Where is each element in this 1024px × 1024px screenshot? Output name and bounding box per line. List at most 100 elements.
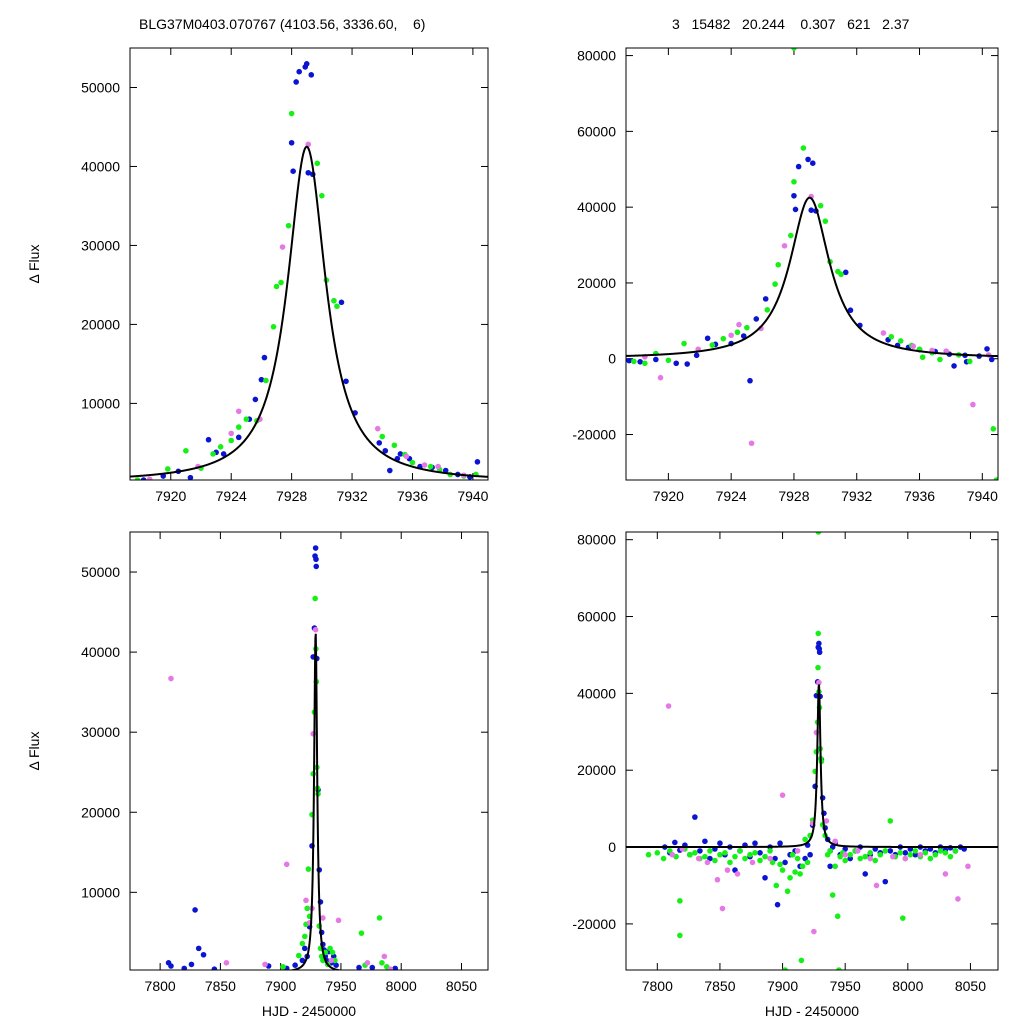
blue-data-point	[308, 72, 315, 78]
green-data-point	[797, 871, 803, 877]
x-tick-label: 7932	[336, 488, 367, 504]
blue-data-point	[795, 163, 802, 170]
green-data-point	[798, 957, 805, 964]
green-data-point	[799, 863, 806, 870]
blue-data-point	[235, 434, 242, 441]
magenta-data-point	[970, 401, 976, 408]
blue-data-point	[192, 907, 198, 913]
blue-data-point	[305, 169, 312, 176]
blue-data-point	[805, 156, 811, 163]
magenta-data-point	[880, 330, 887, 336]
blue-data-point	[303, 60, 310, 67]
magenta-data-point	[168, 675, 174, 682]
x-tick-label: 7900	[265, 978, 296, 994]
green-data-point	[857, 855, 864, 862]
green-data-point	[993, 477, 998, 480]
blue-data-point	[392, 965, 398, 970]
magenta-data-point	[965, 863, 971, 870]
blue-data-point	[862, 871, 869, 877]
green-data-point	[278, 279, 284, 286]
blue-data-point	[807, 851, 813, 858]
magenta-data-point	[303, 897, 309, 904]
green-data-point	[817, 202, 824, 209]
green-data-point	[273, 283, 280, 290]
green-data-point	[836, 967, 842, 970]
blue-data-point	[140, 477, 147, 480]
green-data-point	[358, 930, 365, 936]
green-data-point	[792, 869, 798, 875]
green-data-point	[762, 853, 768, 860]
green-data-point	[966, 358, 973, 365]
x-tick-label: 7920	[653, 488, 684, 504]
magenta-data-point	[146, 476, 153, 480]
blue-data-point	[951, 363, 957, 369]
x-tick-label: 7928	[276, 488, 307, 504]
model-curve	[626, 196, 998, 358]
green-data-point	[331, 297, 337, 304]
magenta-data-point	[279, 244, 286, 250]
green-data-point	[747, 851, 753, 858]
y-axis-label: Δ Flux	[26, 245, 42, 284]
data-points	[134, 60, 481, 480]
magenta-data-point	[381, 953, 388, 960]
blue-data-point	[343, 378, 349, 385]
green-data-point	[312, 595, 318, 602]
magenta-data-point	[917, 851, 924, 858]
green-data-point	[838, 271, 844, 278]
magenta-data-point	[867, 855, 874, 862]
green-data-point	[937, 356, 943, 363]
magenta-data-point	[748, 440, 755, 447]
x-tick-label: 7940	[967, 488, 998, 504]
header-fit-parameters: 3 15482 20.244 0.307 621 2.37	[672, 16, 910, 32]
green-data-point	[872, 857, 879, 864]
green-data-point	[888, 333, 895, 340]
blue-data-point	[792, 206, 799, 213]
magenta-data-point	[767, 855, 773, 862]
blue-data-point	[777, 840, 783, 847]
green-data-point	[677, 932, 683, 939]
x-tick-label: 7850	[704, 978, 735, 994]
blue-data-point	[387, 467, 393, 474]
x-tick-label: 7936	[904, 488, 935, 504]
blue-data-point	[333, 962, 339, 968]
green-data-point	[827, 848, 833, 854]
blue-data-point	[984, 346, 990, 352]
y-axis-label: Δ Flux	[26, 732, 42, 771]
green-data-point	[882, 848, 889, 854]
x-tick-label: 7800	[145, 978, 176, 994]
blue-data-point	[293, 79, 299, 85]
magenta-data-point	[665, 703, 672, 709]
magenta-data-point	[387, 966, 394, 970]
blue-data-point	[684, 361, 691, 367]
green-data-point	[942, 850, 949, 856]
magenta-data-point	[873, 882, 880, 889]
green-data-point	[707, 848, 713, 854]
y-tick-label: 30000	[81, 237, 120, 253]
green-data-point	[243, 416, 250, 422]
green-data-point	[295, 952, 302, 959]
green-data-point	[270, 323, 277, 330]
magenta-data-point	[695, 855, 702, 862]
blue-data-point	[376, 440, 383, 446]
blue-data-point	[887, 848, 894, 854]
magenta-data-point	[728, 332, 734, 339]
x-tick-label: 7928	[778, 488, 809, 504]
blue-data-point	[791, 192, 797, 199]
green-data-point	[897, 850, 904, 856]
green-data-point	[210, 451, 216, 457]
magenta-data-point	[832, 838, 838, 845]
blue-data-point	[626, 357, 632, 364]
green-data-point	[867, 850, 874, 856]
header-object-id: BLG37M0403.070767 (4103.56, 3336.60, 6)	[139, 16, 426, 32]
x-tick-label: 8000	[386, 978, 417, 994]
green-data-point	[829, 892, 836, 898]
blue-data-point	[369, 964, 376, 970]
green-data-point	[379, 433, 386, 440]
green-data-point	[692, 850, 698, 856]
chart-panel-4: 7800 7850 7900 7950 8000 8050 -20000 0 20000 4000…	[572, 531, 999, 1019]
green-data-point	[782, 967, 788, 970]
plot-frame	[129, 531, 489, 971]
blue-data-point	[912, 851, 919, 858]
green-data-point	[937, 848, 944, 854]
